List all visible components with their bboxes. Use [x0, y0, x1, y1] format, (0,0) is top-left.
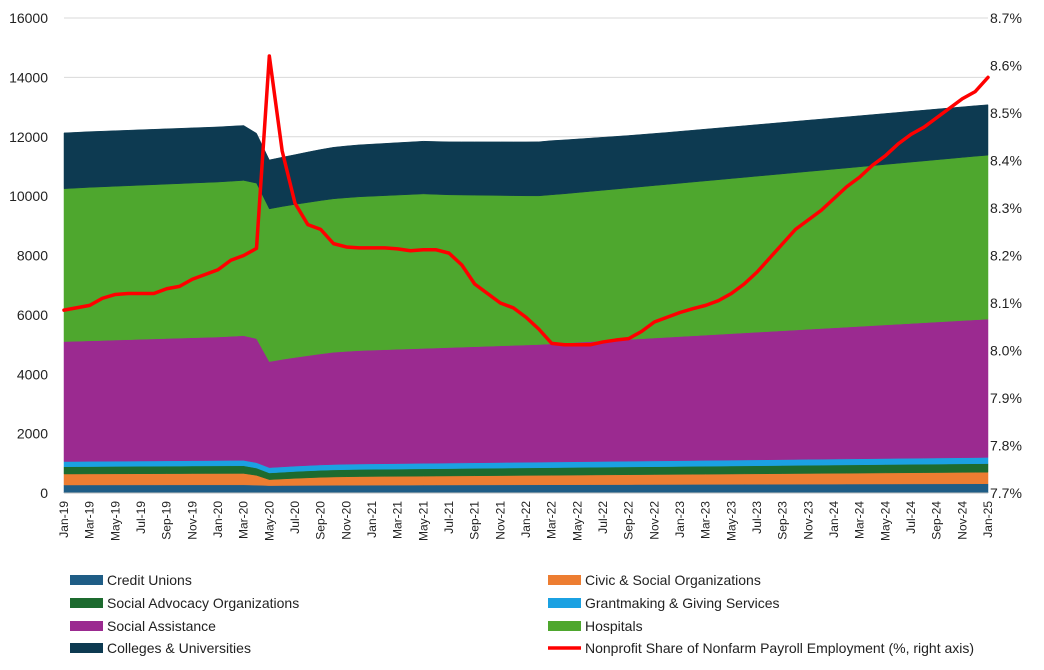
- legend: Credit Unions Civic & Social Organization…: [70, 572, 974, 656]
- legend-item: Civic & Social Organizations: [548, 572, 761, 588]
- legend-label: Credit Unions: [107, 572, 192, 588]
- share-line-layer: [62, 54, 990, 347]
- y2-tick-label: 8.0%: [990, 343, 1022, 359]
- x-tick-label: May-20: [262, 501, 276, 541]
- legend-item: Nonprofit Share of Nonfarm Payroll Emplo…: [548, 640, 974, 656]
- x-tick-label: Jan-19: [57, 501, 71, 538]
- legend-item: Credit Unions: [70, 572, 192, 588]
- x-tick-label: Nov-19: [185, 501, 199, 540]
- legend-label: Colleges & Universities: [107, 640, 251, 656]
- x-tick-label: Jan-20: [211, 501, 225, 538]
- x-tick-label: Nov-21: [493, 501, 507, 540]
- x-tick-label: Jul-24: [904, 501, 918, 534]
- legend-swatch: [548, 575, 581, 585]
- x-tick-label: Jul-21: [442, 501, 456, 534]
- y2-tick-label: 8.2%: [990, 248, 1022, 264]
- y-tick-label: 4000: [17, 366, 48, 382]
- x-tick-label: Jan-21: [365, 501, 379, 538]
- legend-label: Social Assistance: [107, 618, 216, 634]
- x-tick-label: Sep-22: [622, 501, 636, 540]
- x-tick-label: May-23: [724, 501, 738, 541]
- x-tick-label: Mar-23: [699, 501, 713, 539]
- x-tick-label: Mar-19: [83, 501, 97, 539]
- y-tick-label: 6000: [17, 307, 48, 323]
- legend-swatch: [70, 621, 103, 631]
- x-tick-label: Sep-19: [160, 501, 174, 540]
- nonprofit-share-line: [62, 54, 990, 347]
- legend-label: Hospitals: [585, 618, 643, 634]
- legend-item: Grantmaking & Giving Services: [548, 595, 780, 611]
- x-tick-label: Sep-21: [468, 501, 482, 540]
- x-tick-label: Mar-22: [545, 501, 559, 539]
- y2-tick-label: 7.8%: [990, 438, 1022, 454]
- legend-swatch: [548, 598, 581, 608]
- x-tick-label: Mar-21: [391, 501, 405, 539]
- legend-label: Social Advocacy Organizations: [107, 595, 299, 611]
- legend-label: Grantmaking & Giving Services: [585, 595, 780, 611]
- y-tick-label: 10000: [9, 188, 48, 204]
- legend-item: Social Advocacy Organizations: [70, 595, 299, 611]
- y2-tick-label: 8.7%: [990, 10, 1022, 26]
- x-tick-label: May-24: [878, 501, 892, 541]
- axes: 0 2000 4000 6000 8000 10000 12000 14000 16000 7.7…: [9, 10, 1022, 541]
- x-tick-label: Jul-23: [750, 501, 764, 534]
- legend-swatch: [70, 643, 103, 653]
- legend-swatch: [70, 598, 103, 608]
- y-tick-label: 0: [40, 485, 48, 501]
- area-colleges-and-universities: [63, 104, 989, 210]
- legend-item: Social Assistance: [70, 618, 216, 634]
- legend-swatch: [70, 575, 103, 585]
- y2-tick-label: 8.6%: [990, 58, 1022, 74]
- y2-tick-label: 8.5%: [990, 105, 1022, 121]
- x-tick-label: Nov-20: [339, 501, 353, 540]
- x-tick-label: Jan-24: [827, 501, 841, 538]
- x-tick-label: Sep-23: [776, 501, 790, 540]
- x-tick-label: Jul-22: [596, 501, 610, 534]
- area-credit-unions: [63, 483, 989, 494]
- y-tick-label: 2000: [17, 426, 48, 442]
- x-tick-label: Nov-22: [647, 501, 661, 540]
- y2-tick-label: 7.9%: [990, 390, 1022, 406]
- x-tick-label: Jul-19: [134, 501, 148, 534]
- y-tick-label: 8000: [17, 248, 48, 264]
- x-tick-label: May-19: [108, 501, 122, 541]
- x-tick-label: May-21: [416, 501, 430, 541]
- x-tick-label: Sep-20: [314, 501, 328, 540]
- y-tick-label: 12000: [9, 129, 48, 145]
- x-tick-label: Jan-22: [519, 501, 533, 538]
- x-tick-label: Jul-20: [288, 501, 302, 534]
- x-tick-label: Sep-24: [930, 501, 944, 540]
- y2-tick-label: 8.3%: [990, 200, 1022, 216]
- x-tick-label: Nov-24: [955, 501, 969, 540]
- x-tick-label: May-22: [570, 501, 584, 541]
- x-tick-label: Mar-20: [237, 501, 251, 539]
- legend-label: Civic & Social Organizations: [585, 572, 761, 588]
- legend-swatch: [548, 621, 581, 631]
- legend-label: Nonprofit Share of Nonfarm Payroll Emplo…: [585, 640, 974, 656]
- y2-tick-label: 7.7%: [990, 485, 1022, 501]
- x-tick-label: Jan-25: [981, 501, 995, 538]
- y-tick-label: 14000: [9, 69, 48, 85]
- y-tick-label: 16000: [9, 10, 48, 26]
- x-tick-label: Jan-23: [673, 501, 687, 538]
- x-tick-label: Mar-24: [853, 501, 867, 539]
- y2-tick-label: 8.4%: [990, 153, 1022, 169]
- stacked-areas: [63, 104, 989, 494]
- legend-item: Colleges & Universities: [70, 640, 251, 656]
- y2-tick-label: 8.1%: [990, 295, 1022, 311]
- x-tick-label: Nov-23: [801, 501, 815, 540]
- legend-item: Hospitals: [548, 618, 643, 634]
